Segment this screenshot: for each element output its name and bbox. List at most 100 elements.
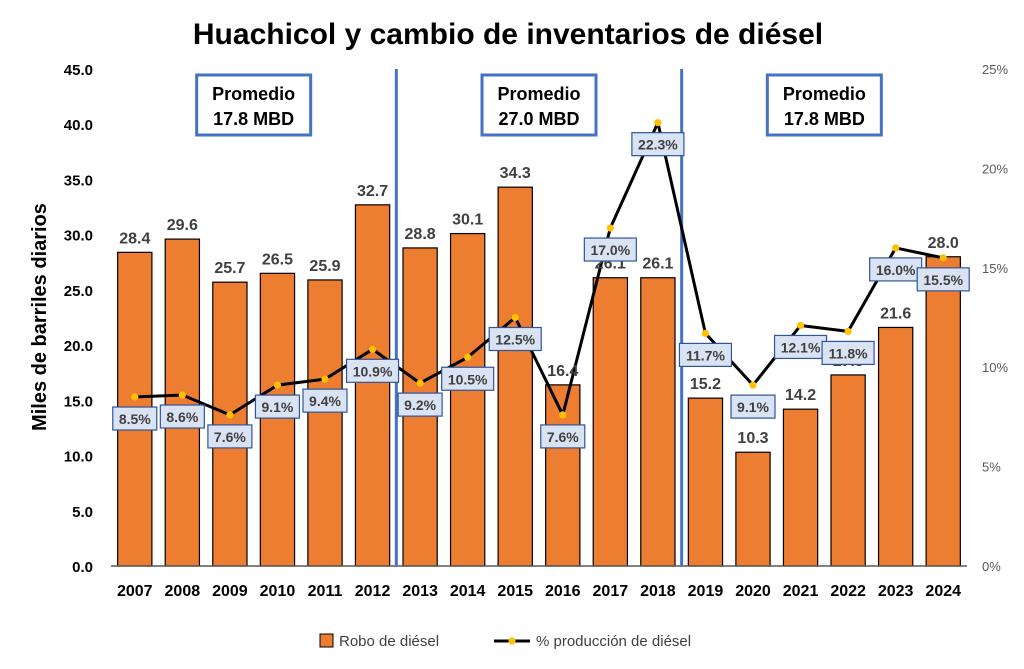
percent-label-box [730, 394, 776, 419]
annotation-line2: 27.0 MBD [498, 109, 579, 129]
x-tick-label: 2007 [117, 583, 153, 600]
percent-label-box [254, 394, 301, 419]
percent-label: 9.1% [254, 394, 301, 419]
line-marker [796, 321, 805, 330]
x-axis: 2007 2008 2009 2010 2011 2012 2013 2014 2015 2016… [117, 583, 961, 600]
line-marker [416, 379, 424, 387]
line-marker [654, 119, 662, 127]
annotation-line1: Promedio [783, 84, 866, 104]
bar [354, 204, 391, 567]
percent-label-text: 16.0% [876, 262, 916, 278]
y2-tick-label: 10% [982, 360, 1008, 375]
percent-label: 15.5% [916, 267, 970, 292]
bar-value-label: 29.6 [167, 217, 198, 234]
percent-label-box [678, 342, 733, 368]
percent-label-text: 9.4% [309, 393, 341, 409]
y-tick-label: 10.0 [64, 449, 93, 466]
legend-bar-label: Robo de diésel [339, 633, 439, 650]
bar-value-label: 16.4 [547, 363, 578, 380]
line-marker [131, 393, 139, 401]
bar-value-label: 28.4 [119, 230, 150, 247]
line-marker [606, 224, 614, 232]
bar-value-label: 34.3 [500, 165, 531, 182]
percent-label: 12.1% [773, 334, 828, 360]
annotation-line2: 17.8 MBD [784, 109, 865, 129]
y-tick-label: 30.0 [64, 228, 93, 245]
x-tick-label: 2024 [925, 583, 961, 600]
bar-labels: 28.4 29.6 25.7 26.5 25.9 32.7 28.8 30.1 34.3 16.4… [119, 165, 959, 447]
x-tick-label: 2009 [212, 583, 248, 600]
line-marker [559, 411, 567, 419]
bar [687, 397, 724, 567]
percent-label-text: 22.3% [638, 137, 678, 153]
bar [449, 232, 486, 567]
bar [307, 279, 343, 567]
bar-value-label: 10.3 [737, 430, 768, 447]
y2-tick-label: 20% [982, 161, 1008, 176]
percent-line-path [134, 121, 944, 417]
y2-tick-label: 25% [982, 62, 1008, 77]
percent-label-text: 10.5% [448, 371, 488, 387]
bar-value-label: 28.0 [928, 235, 959, 252]
percent-label: 12.5% [488, 326, 542, 352]
percent-label-text: 9.2% [404, 397, 436, 413]
y2-tick-label: 15% [982, 261, 1008, 276]
percent-label-text: 8.5% [119, 411, 151, 427]
x-tick-label: 2021 [783, 583, 819, 600]
percent-label: 9.1% [730, 394, 776, 419]
bar-value-label: 15.2 [690, 376, 721, 393]
bar [782, 408, 819, 567]
percent-label-text: 8.6% [166, 409, 198, 425]
period-annotations: Promedio 17.8 MBD Promedio 27.0 MBD Promedio… [195, 73, 883, 137]
x-tick-label: 2018 [640, 583, 676, 600]
bar-value-label: 26.5 [262, 251, 293, 268]
y-tick-label: 20.0 [64, 338, 93, 355]
percent-label-text: 7.6% [214, 429, 246, 445]
bar-value-label: 26.1 [642, 256, 673, 273]
y-tick-label: 15.0 [64, 393, 93, 410]
y-tick-label: 45.0 [64, 62, 93, 79]
x-tick-label: 2010 [260, 583, 296, 600]
bar [925, 256, 961, 567]
percent-label-text: 12.1% [781, 339, 821, 355]
percent-label-box [302, 388, 348, 413]
x-tick-label: 2011 [308, 583, 343, 600]
percent-label: 10.5% [441, 366, 495, 391]
annotation-frame [765, 73, 883, 137]
bar [877, 326, 914, 567]
bar-value-label: 32.7 [357, 183, 388, 200]
y2-tick-label: 0% [982, 559, 1001, 574]
bar-value-label: 25.9 [309, 258, 340, 275]
annotation-box: Promedio 17.8 MBD [765, 73, 883, 137]
percent-labels: 8.5% 8.6% 7.6% 9.1% 9.4% 10.9% 9.2% 10.5% 12.5% 7… [112, 132, 970, 449]
bar [735, 451, 771, 567]
legend-bar-swatch [319, 633, 334, 648]
bar-value-label: 21.6 [880, 305, 911, 322]
y2-axis: 0% 5% 10% 15% 20% 25% [982, 62, 1008, 574]
line-marker [273, 381, 282, 389]
percent-label-box [345, 358, 400, 383]
bar [497, 186, 533, 567]
percent-label-text: 10.9% [353, 363, 393, 379]
x-tick-label: 2015 [497, 583, 533, 600]
x-tick-label: 2008 [165, 583, 201, 600]
bar-value-label: 30.1 [452, 212, 483, 229]
percent-label-box [112, 406, 158, 431]
x-tick-label: 2012 [355, 583, 391, 600]
annotation-line1: Promedio [497, 84, 580, 104]
percent-label-box [441, 366, 495, 391]
percent-label-text: 17.0% [590, 242, 630, 258]
percent-label: 11.7% [678, 342, 733, 368]
bar [640, 277, 676, 567]
y2-tick-label: 5% [982, 460, 1001, 475]
percent-label: 8.5% [112, 406, 158, 431]
legend: Robo de diésel % producción de diésel [319, 633, 691, 650]
percent-line [131, 119, 947, 419]
annotation-line1: Promedio [212, 84, 295, 104]
line-marker [749, 381, 757, 389]
x-tick-label: 2014 [450, 583, 486, 600]
x-tick-label: 2013 [402, 583, 438, 600]
x-tick-label: 2020 [735, 583, 771, 600]
bar [212, 281, 248, 567]
x-tick-label: 2019 [688, 583, 724, 600]
